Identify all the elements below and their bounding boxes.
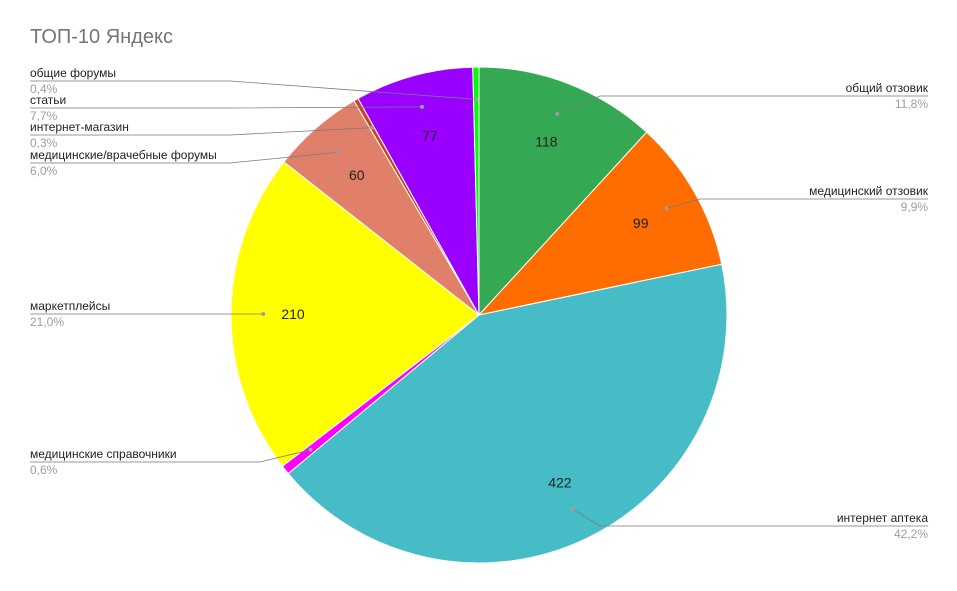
pie-slices: [230, 66, 728, 564]
slice-name-label-0: общий отзовик: [846, 81, 929, 95]
slice-percent-label-1: 9,9%: [901, 200, 929, 214]
pie-slice-1[interactable]: [477, 131, 723, 316]
leader-dot-6: [370, 125, 374, 130]
slice-name-label-4: маркетплейсы: [30, 299, 110, 313]
leader-line-0: [557, 95, 928, 115]
slice-name-label-8: общие форумы: [30, 66, 116, 80]
slice-callout-1: медицинский отзовик 9,9%: [664, 184, 929, 214]
leader-dot-4: [261, 312, 266, 316]
slice-percent-label-3: 0,6%: [30, 463, 58, 477]
slice-value-label-5: 60: [349, 167, 365, 183]
slice-callout-7: статьи 7,7%: [30, 93, 424, 123]
leader-line-6: [30, 127, 373, 136]
pie-slice-8[interactable]: [472, 66, 480, 316]
leader-dot-2: [570, 507, 575, 512]
slice-value-label-7: 77: [422, 128, 438, 144]
slice-callout-4: маркетплейсы 21,0%: [30, 299, 266, 329]
leader-line-1: [666, 198, 928, 209]
slice-callout-6: интернет-магазин 0,3%: [30, 120, 374, 150]
slice-name-label-3: медицинские справочники: [30, 447, 177, 461]
slice-name-label-1: медицинский отзовик: [809, 184, 929, 198]
slice-callout-8: общие форумы 0,4%: [30, 66, 479, 102]
slice-callout-5: медицинские/врачебные форумы 6,0%: [30, 148, 340, 178]
leader-dot-3: [308, 447, 313, 452]
leader-dot-5: [335, 150, 340, 155]
slice-callout-3: медицинские справочники 0,6%: [30, 447, 313, 477]
slice-name-label-7: статьи: [30, 93, 66, 107]
leader-dot-7: [420, 104, 424, 109]
slice-callout-2: интернет аптека 42,2%: [570, 507, 928, 541]
leader-dot-0: [555, 111, 560, 116]
leader-line-5: [30, 152, 338, 164]
slice-value-label-2: 422: [548, 475, 572, 491]
slice-name-label-5: медицинские/врачебные форумы: [30, 148, 217, 162]
pie-slice-0[interactable]: [478, 66, 648, 317]
leader-line-7: [30, 106, 423, 109]
slice-percent-label-5: 6,0%: [30, 164, 58, 178]
slice-percent-label-6: 0,3%: [30, 136, 58, 150]
slice-value-label-1: 99: [633, 215, 649, 231]
leader-line-8: [30, 80, 477, 100]
pie-slice-2[interactable]: [287, 263, 728, 564]
leader-line-3: [30, 449, 311, 463]
slice-percent-label-4: 21,0%: [30, 315, 64, 329]
slice-name-label-6: интернет-магазин: [30, 120, 129, 134]
slice-value-label-4: 210: [281, 306, 305, 322]
leader-dot-1: [664, 206, 669, 211]
slice-callout-0: общий отзовик 11,8%: [555, 81, 929, 116]
slice-percent-label-2: 42,2%: [894, 527, 928, 541]
slice-value-label-0: 118: [535, 134, 558, 150]
slice-percent-label-7: 7,7%: [30, 109, 58, 123]
slice-name-label-2: интернет аптека: [837, 511, 928, 525]
chart-title: ТОП-10 Яндекс: [30, 26, 173, 48]
slice-percent-label-0: 11,8%: [895, 97, 928, 111]
pie-slice-7[interactable]: [357, 66, 480, 316]
slice-percent-label-8: 0,4%: [30, 82, 58, 96]
leader-line-2: [572, 508, 928, 527]
leader-dot-8: [474, 97, 479, 102]
